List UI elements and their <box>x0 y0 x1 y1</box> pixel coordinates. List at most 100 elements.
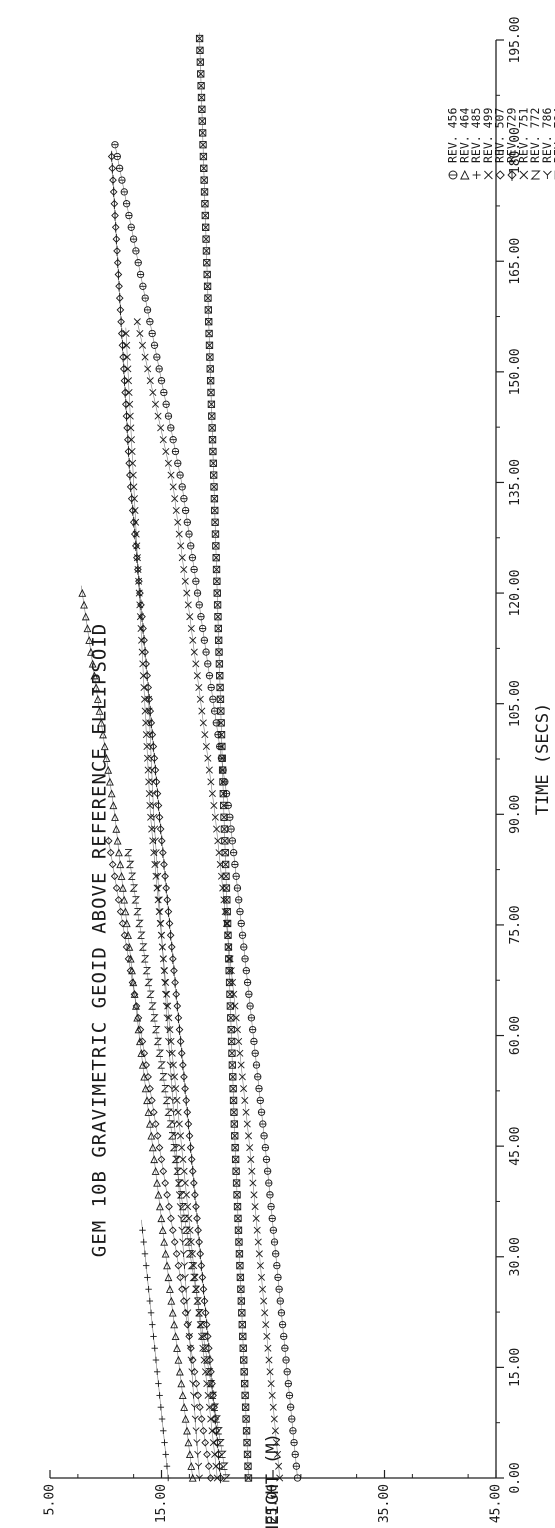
data-point <box>217 707 225 715</box>
data-point <box>198 117 206 125</box>
data-point <box>210 495 218 503</box>
data-point <box>230 1108 238 1116</box>
data-point <box>159 955 164 960</box>
data-point <box>149 801 154 806</box>
data-point <box>236 1273 245 1282</box>
data-point <box>108 860 117 869</box>
data-point <box>205 1403 213 1411</box>
data-point <box>219 778 227 786</box>
data-point <box>199 152 208 161</box>
data-point <box>236 1261 244 1270</box>
data-point <box>132 1002 141 1010</box>
data-point <box>226 990 234 998</box>
data-point <box>208 1391 218 1400</box>
data-point <box>114 848 123 857</box>
data-point <box>147 813 155 821</box>
data-point <box>137 1049 146 1057</box>
time-tick-label: 150.00 <box>508 348 523 395</box>
data-point <box>216 683 224 691</box>
data-point <box>212 565 221 574</box>
data-point <box>161 931 166 936</box>
data-point <box>182 1191 190 1199</box>
data-point <box>168 1049 176 1057</box>
data-point <box>207 400 216 408</box>
data-point <box>172 1249 181 1258</box>
data-point <box>237 1061 245 1069</box>
data-point <box>157 424 165 432</box>
data-point <box>214 624 222 632</box>
data-point <box>196 46 204 54</box>
data-point <box>166 1061 171 1066</box>
data-point <box>237 1285 245 1293</box>
data-point <box>231 1143 239 1152</box>
data-point <box>241 1403 250 1411</box>
data-point <box>240 1368 248 1376</box>
data-point <box>233 1026 241 1034</box>
data-point <box>185 1450 194 1459</box>
data-point <box>221 1474 231 1482</box>
data-point <box>244 1450 252 1458</box>
data-point <box>203 1450 211 1459</box>
data-point <box>237 1297 245 1305</box>
data-point <box>205 329 213 338</box>
data-point <box>223 919 232 928</box>
data-point <box>197 1415 206 1423</box>
data-point <box>263 1332 271 1340</box>
data-point <box>223 896 231 904</box>
data-point <box>178 1226 183 1231</box>
time-tick-label: 180.00 <box>508 127 523 174</box>
data-point <box>221 837 229 845</box>
data-point <box>145 790 153 798</box>
data-point <box>201 200 209 208</box>
data-point <box>133 907 142 916</box>
data-point <box>162 943 166 948</box>
data-point <box>97 718 106 727</box>
data-point <box>155 908 163 916</box>
data-point <box>216 1438 225 1447</box>
data-point <box>180 1167 188 1175</box>
data-point <box>241 1096 249 1104</box>
data-point <box>176 1273 185 1282</box>
data-point <box>193 1297 202 1305</box>
data-point <box>173 1108 178 1113</box>
data-point <box>200 1356 208 1364</box>
data-point <box>195 683 203 691</box>
data-point <box>213 589 221 597</box>
data-point <box>196 35 204 43</box>
data-point <box>170 1238 179 1246</box>
data-point <box>158 884 163 889</box>
data-point <box>173 1344 181 1352</box>
data-point <box>203 270 211 279</box>
data-point <box>205 341 214 349</box>
time-tick-label: 15.00 <box>508 1348 523 1387</box>
data-point <box>243 1120 251 1128</box>
data-point <box>225 955 233 963</box>
data-point <box>87 647 95 656</box>
axes: 5.00 15.00 25.00 35.00 45.00 0.00 15.00 30.00 45… <box>43 17 523 1524</box>
data-point <box>207 778 215 786</box>
data-point <box>188 1473 197 1482</box>
data-point <box>197 93 206 102</box>
data-point <box>232 1155 240 1163</box>
data-point <box>204 294 212 302</box>
data-point <box>148 695 153 700</box>
data-point <box>189 1344 194 1349</box>
data-point <box>162 955 167 960</box>
data-point <box>151 1120 160 1128</box>
data-point <box>149 388 157 397</box>
data-point <box>201 211 209 220</box>
data-point <box>116 860 125 869</box>
data-point <box>233 1191 241 1199</box>
data-point <box>218 742 226 751</box>
data-point <box>174 1355 183 1364</box>
data-point <box>216 695 225 703</box>
data-point <box>147 742 151 747</box>
data-point <box>227 1026 235 1034</box>
data-point <box>156 908 161 912</box>
data-point <box>210 483 218 491</box>
data-point <box>165 1202 173 1211</box>
time-tick-label: 75.00 <box>508 905 523 944</box>
data-point <box>168 1308 177 1317</box>
data-point <box>191 1368 196 1373</box>
data-point <box>165 1285 174 1293</box>
